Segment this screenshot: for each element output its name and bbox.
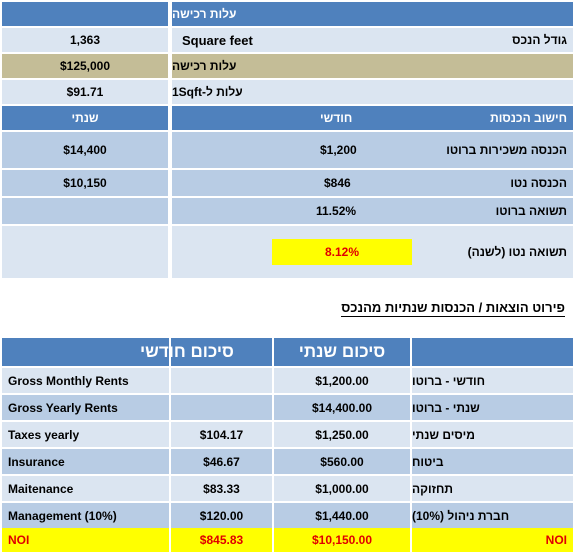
row-label-he: תחזוקה	[412, 476, 573, 501]
noi-label-en: NOI	[2, 528, 169, 552]
row-monthly-value: $83.33	[171, 476, 272, 501]
row-yearly-value: $1,440.00	[274, 503, 410, 528]
property-size-row: 1,363 Square feet גודל הנכס	[0, 28, 575, 52]
noi-monthly: $845.83	[171, 528, 272, 552]
net-income-cell: $846 הכנסה נטו	[172, 170, 573, 196]
gross-yield-cell: 11.52% תשואה ברוטו	[172, 198, 573, 224]
gross-rent-row: $14,400 $1,200 הכנסה משכירות ברוטו	[0, 132, 575, 168]
row-yearly-value: $1,200.00	[274, 368, 410, 393]
gross-yield-label: תשואה ברוטו	[495, 204, 567, 218]
noi-label-he: NOI	[412, 528, 573, 552]
yearly-summary-header: סיכום שנתי	[274, 338, 410, 366]
property-size-label-cell: Square feet גודל הנכס	[172, 28, 573, 52]
gross-yield-value: 11.52%	[316, 204, 357, 218]
net-yield-cell: 8.12% תשואה נטו (לשנה)	[172, 226, 573, 278]
monthly-column-header: חודשי	[320, 111, 353, 125]
purchase-cost-label: עלות רכישה	[172, 54, 573, 78]
monthly-summary-header: סיכום חודשי	[140, 342, 234, 361]
row-yearly-value: $14,400.00	[274, 395, 410, 420]
header-empty-cell	[2, 2, 168, 26]
purchase-cost-header-row: עלות רכישה	[0, 2, 575, 26]
row-label-en: Gross Yearly Rents	[2, 395, 169, 420]
row-label-en: Maitenance	[2, 476, 169, 501]
gross-yield-row: 11.52% תשואה ברוטו	[0, 198, 575, 224]
summary-table-row: Gross Monthly Rents $1,200.00 חודשי - ברוט…	[0, 368, 575, 393]
cost-per-sqft-label: עלות ל-1Sqft	[172, 80, 573, 104]
monthly-summary-header-cell	[171, 338, 272, 366]
purchase-cost-row: $125,000 עלות רכישה	[0, 54, 575, 78]
row-yearly-value: $1,250.00	[274, 422, 410, 447]
cost-per-sqft-value: $91.71	[2, 80, 168, 104]
net-income-yearly: $10,150	[2, 170, 168, 196]
row-label-en: Management (10%)	[2, 503, 169, 528]
net-yield-empty-cell	[2, 226, 168, 278]
row-label-he: חברת ניהול (10%)	[412, 503, 573, 528]
purchase-cost-value: $125,000	[2, 54, 168, 78]
income-calc-header-row: שנתי חודשי חישוב הכנסות	[0, 106, 575, 130]
gross-yield-empty-cell	[2, 198, 168, 224]
property-size-label: גודל הנכס	[512, 33, 567, 47]
summary-header-row: סיכום שנתי סיכום חודשי	[0, 338, 575, 366]
row-monthly-value	[171, 368, 272, 393]
summary-table-row: Taxes yearly $104.17 $1,250.00 מיסים שנתי	[0, 422, 575, 447]
summary-header-right-cell	[412, 338, 573, 366]
income-calc-header: חישוב הכנסות	[490, 111, 567, 125]
net-income-row: $10,150 $846 הכנסה נטו	[0, 170, 575, 196]
gross-rent-yearly: $14,400	[2, 132, 168, 168]
row-monthly-value: $46.67	[171, 449, 272, 474]
gross-rent-monthly: $1,200	[320, 143, 357, 157]
summary-table-row: Management (10%) $120.00 $1,440.00 חברת ניה…	[0, 503, 575, 528]
summary-table-row: Gross Yearly Rents $14,400.00 שנתי - ברוטו	[0, 395, 575, 420]
noi-yearly: $10,150.00	[274, 528, 410, 552]
row-monthly-value	[171, 395, 272, 420]
row-label-en: Gross Monthly Rents	[2, 368, 169, 393]
net-income-monthly: $846	[324, 176, 351, 190]
row-yearly-value: $1,000.00	[274, 476, 410, 501]
net-yield-value: 8.12%	[272, 239, 412, 265]
noi-row: NOI $845.83 $10,150.00 NOI	[0, 528, 575, 552]
income-calc-header-cell: חודשי חישוב הכנסות	[172, 106, 573, 130]
row-yearly-value: $560.00	[274, 449, 410, 474]
summary-header-empty-cell	[2, 338, 169, 366]
summary-table-row: Insurance $46.67 $560.00 ביטוח	[0, 449, 575, 474]
property-size-value: 1,363	[2, 28, 168, 52]
property-size-unit: Square feet	[182, 32, 253, 48]
yearly-column-header: שנתי	[2, 106, 168, 130]
row-monthly-value: $104.17	[171, 422, 272, 447]
row-label-en: Insurance	[2, 449, 169, 474]
row-label-he: ביטוח	[412, 449, 573, 474]
row-monthly-value: $120.00	[171, 503, 272, 528]
purchase-cost-header: עלות רכישה	[172, 2, 573, 26]
row-label-he: מיסים שנתי	[412, 422, 573, 447]
cost-per-sqft-row: $91.71 עלות ל-1Sqft	[0, 80, 575, 104]
row-label-he: חודשי - ברוטו	[412, 368, 573, 393]
row-label-en: Taxes yearly	[2, 422, 169, 447]
net-income-label: הכנסה נטו	[510, 176, 567, 190]
summary-table-row: Maitenance $83.33 $1,000.00 תחזוקה	[0, 476, 575, 501]
net-yield-label: תשואה נטו (לשנה)	[467, 245, 567, 259]
gross-rent-cell: $1,200 הכנסה משכירות ברוטו	[172, 132, 573, 168]
row-label-he: שנתי - ברוטו	[412, 395, 573, 420]
net-yield-row: 8.12% תשואה נטו (לשנה)	[0, 226, 575, 278]
gross-rent-label: הכנסה משכירות ברוטו	[446, 143, 567, 157]
section-title: פירוט הוצאות / הכנסות שנתיות מהנכס	[341, 300, 565, 317]
